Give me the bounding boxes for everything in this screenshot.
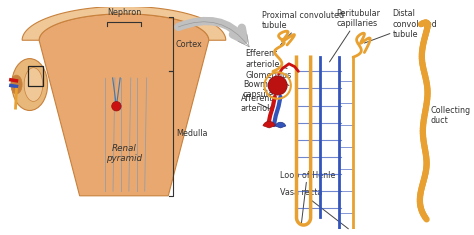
Circle shape bbox=[268, 76, 287, 95]
Polygon shape bbox=[39, 14, 209, 196]
Wedge shape bbox=[275, 122, 286, 128]
Polygon shape bbox=[56, 79, 79, 92]
Text: Efferent
arteriole: Efferent arteriole bbox=[246, 49, 287, 69]
Text: Renal
pyramid: Renal pyramid bbox=[106, 144, 142, 163]
Text: Cortex: Cortex bbox=[176, 39, 202, 48]
Text: Loop of Henle: Loop of Henle bbox=[280, 171, 335, 225]
Circle shape bbox=[112, 102, 121, 111]
Ellipse shape bbox=[24, 68, 43, 101]
Text: Distal
convoluted
tubule: Distal convoluted tubule bbox=[365, 9, 438, 43]
Text: Bowman's
capsule: Bowman's capsule bbox=[243, 80, 284, 99]
Text: Nephron: Nephron bbox=[107, 8, 141, 17]
Text: Collecting
duct: Collecting duct bbox=[430, 106, 471, 125]
Text: Proximal convoluted
tubule: Proximal convoluted tubule bbox=[262, 11, 344, 45]
Ellipse shape bbox=[11, 75, 22, 94]
Text: Afferent
arteriole: Afferent arteriole bbox=[241, 94, 275, 113]
Ellipse shape bbox=[12, 59, 47, 110]
Text: Peritubular
capillaries: Peritubular capillaries bbox=[329, 9, 380, 62]
Wedge shape bbox=[263, 121, 275, 128]
Bar bbox=[28, 66, 43, 86]
Text: Glomerulus: Glomerulus bbox=[246, 71, 292, 86]
Text: Vasa recta: Vasa recta bbox=[280, 188, 348, 229]
Text: Medulla: Medulla bbox=[176, 129, 207, 138]
Polygon shape bbox=[22, 6, 226, 40]
